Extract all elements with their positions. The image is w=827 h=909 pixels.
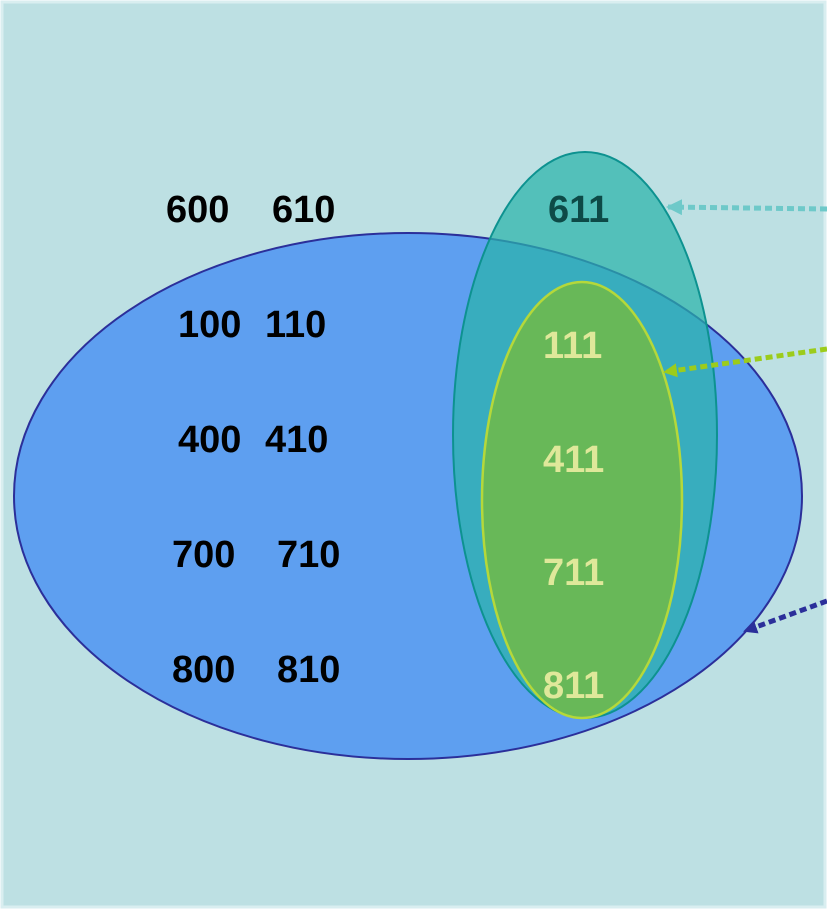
- arrow-to-inner-set: [663, 346, 827, 378]
- arrow-to-outer-set: [743, 598, 827, 634]
- outer-label-800: 800: [172, 649, 235, 691]
- outer-label-100: 100: [178, 304, 241, 346]
- arrow-to-middle-set: [666, 199, 827, 216]
- outer-label-400: 400: [178, 419, 241, 461]
- inner-label-411: 411: [543, 439, 604, 481]
- outer-label-810: 810: [277, 649, 340, 691]
- outer-label-600: 600: [166, 189, 229, 231]
- middle-set-labels: 611: [548, 189, 609, 231]
- inner-label-711: 711: [543, 552, 604, 594]
- outer-label-110: 110: [265, 304, 326, 346]
- middle-label-611: 611: [548, 189, 609, 231]
- inner-set-ellipse: [480, 280, 684, 720]
- outer-label-700: 700: [172, 534, 235, 576]
- outer-label-410: 410: [265, 419, 328, 461]
- inner-label-811: 811: [543, 665, 604, 707]
- inner-label-111: 111: [543, 325, 602, 367]
- inner-set-labels: 111 411 711 811: [543, 325, 604, 707]
- outer-set-labels: 600 610 100 110 400 410 700 710 800 810: [166, 189, 340, 691]
- outer-label-610: 610: [272, 189, 335, 231]
- outer-label-710: 710: [277, 534, 340, 576]
